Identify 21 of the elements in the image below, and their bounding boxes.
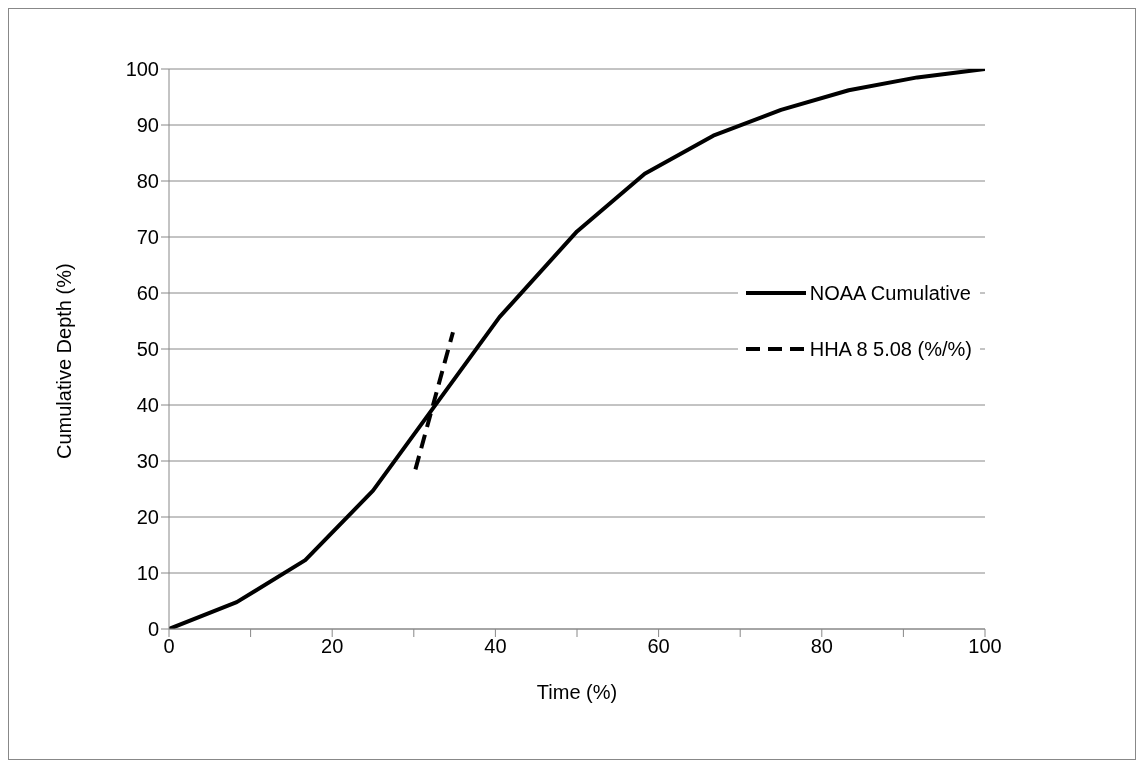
legend-label: HHA 8 5.08 (%/%) xyxy=(809,337,972,361)
y-tick-label: 60 xyxy=(136,282,159,305)
y-tick-label: 50 xyxy=(136,338,159,361)
legend-label: NOAA Cumulative xyxy=(809,281,971,305)
y-tick-label: 80 xyxy=(136,170,159,193)
y-tick-label: 40 xyxy=(136,394,159,417)
y-tick-label: 70 xyxy=(136,226,159,249)
y-tick-label: 20 xyxy=(136,506,159,529)
y-tick-label: 10 xyxy=(136,562,159,585)
x-tick-label: 20 xyxy=(321,635,344,658)
y-tick-label: 90 xyxy=(136,114,159,137)
y-tick-label: 30 xyxy=(136,450,159,473)
x-tick-label: 40 xyxy=(484,635,507,658)
x-tick-label: 80 xyxy=(810,635,833,658)
x-axis-title: Time (%) xyxy=(536,681,618,703)
x-tick-label: 100 xyxy=(968,635,1002,658)
x-tick-label: 60 xyxy=(647,635,670,658)
y-tick-label: 100 xyxy=(125,58,159,81)
y-axis-title: Cumulative Depth (%) xyxy=(53,263,76,459)
y-tick-label: 0 xyxy=(147,618,159,641)
x-tick-label: 0 xyxy=(163,635,175,658)
